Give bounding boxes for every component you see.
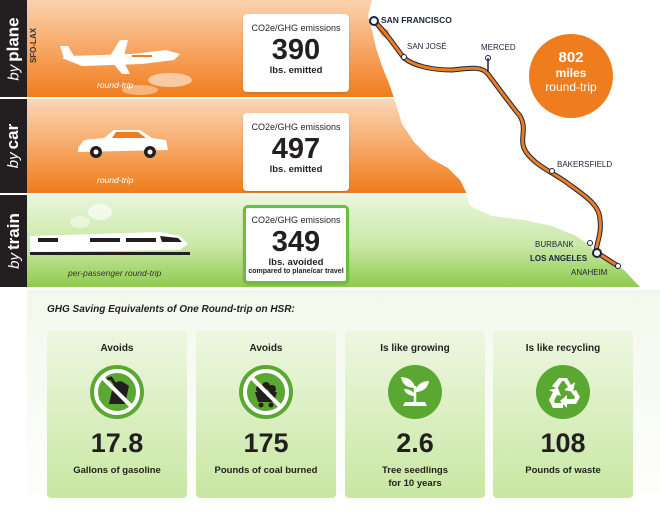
equivalent-prefix: Is like recycling (525, 343, 601, 354)
city-burbank: BURBANK (535, 240, 574, 249)
equivalent-label: Gallons of gasoline (73, 465, 161, 476)
stop-bakersfield (549, 168, 555, 174)
equivalent-label: Pounds of waste (525, 465, 601, 476)
label-prefix: by (5, 64, 23, 81)
equivalent-card: Is like growing 2.6 Tree seedlings for 1… (345, 330, 485, 498)
city-los-angeles: LOS ANGELES (530, 254, 588, 263)
emissions-value: 390 (271, 34, 321, 66)
emissions-value: 497 (271, 133, 321, 165)
equivalent-prefix: Avoids (249, 343, 283, 354)
emissions-title: CO2e/GHG emissions (251, 215, 341, 225)
car-icon (78, 130, 168, 158)
train-emissions-card: CO2e/GHG emissions 349 lbs. avoided comp… (243, 205, 349, 284)
emissions-unit: lbs. emitted (269, 65, 323, 76)
distance-value: 802 (558, 49, 584, 66)
distance-note: round-trip (545, 80, 597, 94)
equivalent-card: Is like recycling 108 Pounds of waste (493, 330, 633, 498)
car-emissions-card: CO2e/GHG emissions 497 lbs. emitted (243, 113, 349, 191)
seedling-icon (388, 365, 442, 419)
equivalent-value: 108 (540, 428, 586, 458)
city-bakersfield: BAKERSFIELD (557, 160, 613, 169)
coal-cart-prohibited-icon (239, 365, 293, 419)
stop-san-jose (401, 54, 407, 60)
city-san-francisco: SAN FRANCISCO (381, 15, 452, 25)
plane-caption: round-trip (97, 80, 134, 90)
distance-unit: miles (555, 66, 587, 80)
label-text: plane (3, 16, 23, 62)
recycle-icon (536, 365, 590, 419)
equivalent-prefix: Avoids (100, 343, 134, 354)
equivalent-card: Avoids 17.8 Gallons of gasoline (47, 330, 187, 498)
emissions-title: CO2e/GHG emissions (251, 23, 341, 33)
emissions-unit: lbs. avoided (268, 257, 324, 268)
emissions-title: CO2e/GHG emissions (251, 122, 341, 132)
train-caption: per-passenger round-trip (68, 268, 162, 278)
route-code: SFO-LAX (29, 27, 39, 63)
label-text: car (3, 123, 23, 150)
equivalent-prefix: Is like growing (380, 343, 450, 354)
gas-pump-prohibited-icon (90, 365, 144, 419)
plane-emissions-card: CO2e/GHG emissions 390 lbs. emitted (243, 14, 349, 92)
equivalent-value: 2.6 (396, 428, 434, 458)
stop-san-francisco (369, 16, 379, 26)
label-text: train (3, 213, 23, 250)
equivalent-label: Pounds of coal burned (214, 465, 318, 476)
city-merced: MERCED (481, 43, 516, 52)
airplane-icon (60, 40, 180, 74)
label-plane: by plane (0, 0, 27, 97)
equivalent-label: Tree seedlings for 10 years (381, 465, 448, 489)
label-train: by train (0, 195, 27, 287)
stop-burbank (587, 240, 593, 246)
train-icon (30, 232, 190, 255)
label-car: by car (0, 99, 27, 193)
equivalent-value: 17.8 (90, 428, 144, 458)
stop-los-angeles (592, 248, 602, 258)
car-caption: round-trip (97, 175, 134, 185)
distance-badge: 802 miles round-trip (529, 34, 613, 118)
equivalents-section: GHG Saving Equivalents of One Round-trip… (27, 290, 660, 526)
emissions-subnote: compared to plane/car travel (248, 268, 344, 275)
emissions-unit: lbs. emitted (269, 164, 323, 175)
label-prefix: by (5, 152, 23, 169)
city-san-jose: SAN JOSÉ (407, 42, 447, 51)
stop-anaheim (615, 263, 621, 269)
equivalent-value: 175 (243, 428, 289, 458)
label-prefix: by (5, 253, 23, 269)
equivalent-card: Avoids 175 Pounds of coal burned (196, 330, 336, 498)
city-anaheim: ANAHEIM (571, 268, 608, 277)
emissions-value: 349 (271, 226, 321, 258)
equivalents-heading: GHG Saving Equivalents of One Round-trip… (47, 304, 295, 315)
